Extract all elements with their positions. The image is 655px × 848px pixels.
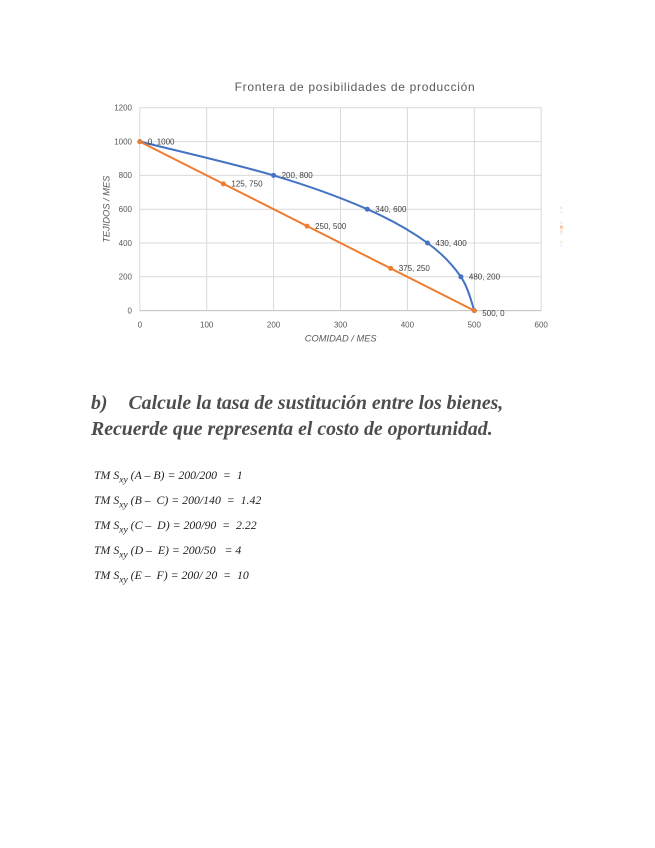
svg-text:480, 200: 480, 200: [469, 273, 501, 282]
svg-text:0: 0: [138, 321, 143, 330]
svg-text:600: 600: [535, 321, 549, 330]
svg-text:600: 600: [119, 205, 133, 214]
svg-text:TEJIDOS / MES: TEJIDOS / MES: [102, 175, 112, 243]
svg-text:400: 400: [401, 321, 415, 330]
svg-text:0: 0: [128, 306, 133, 315]
svg-text:Frontera de posibilidades de p: Frontera de posibilidades de producción: [235, 80, 476, 94]
svg-text:125, 750: 125, 750: [231, 180, 263, 189]
svg-text:0, 1000: 0, 1000: [148, 137, 175, 146]
svg-text:800: 800: [119, 171, 133, 180]
svg-text:300: 300: [334, 321, 348, 330]
svg-text:375, 250: 375, 250: [399, 264, 431, 273]
svg-text:200, 800: 200, 800: [282, 171, 314, 180]
svg-text:100: 100: [200, 321, 214, 330]
svg-text:430, 400: 430, 400: [436, 239, 468, 248]
svg-text:200: 200: [267, 321, 281, 330]
svg-text:250, 500: 250, 500: [315, 222, 347, 231]
svg-text:200: 200: [119, 273, 133, 282]
svg-text:500: 500: [468, 321, 482, 330]
svg-text:340, 600: 340, 600: [375, 205, 407, 214]
svg-text:400: 400: [119, 239, 133, 248]
svg-text:1200: 1200: [114, 104, 132, 113]
svg-text:COMIDAD / MES: COMIDAD / MES: [305, 334, 378, 344]
svg-text:1000: 1000: [114, 137, 132, 146]
svg-text:500, 0: 500, 0: [482, 309, 505, 318]
